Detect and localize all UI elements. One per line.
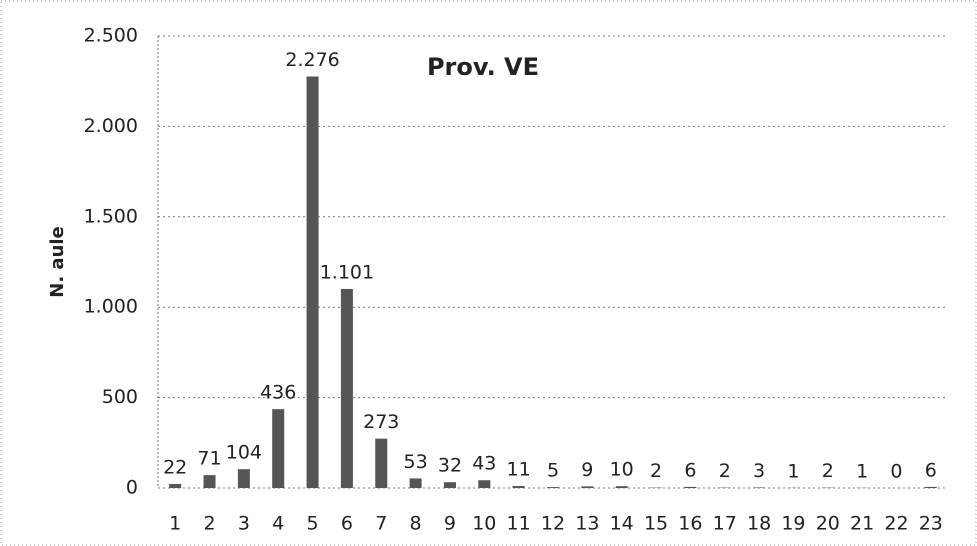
- bar: [753, 487, 766, 488]
- y-tick-label: 2.000: [84, 115, 138, 137]
- bar: [272, 409, 285, 488]
- value-label: 5: [547, 460, 559, 482]
- x-tick-label: 5: [307, 513, 319, 535]
- value-label: 22: [163, 457, 187, 479]
- x-tick-label: 3: [238, 513, 250, 535]
- x-tick-label: 7: [375, 513, 387, 535]
- bar: [443, 482, 456, 488]
- value-label: 1.101: [320, 261, 374, 283]
- value-label: 11: [507, 459, 531, 481]
- x-tick-label: 2: [203, 513, 215, 535]
- y-tick-label: 2.500: [84, 25, 138, 47]
- bar: [409, 478, 422, 488]
- x-tick-label: 11: [507, 513, 531, 535]
- value-label: 273: [363, 411, 399, 433]
- y-tick-label: 0: [126, 477, 138, 499]
- x-tick-label: 19: [781, 513, 805, 535]
- x-tick-label: 9: [444, 513, 456, 535]
- x-tick-label: 13: [575, 513, 599, 535]
- value-label: 2: [719, 460, 731, 482]
- value-label: 2: [822, 460, 834, 482]
- value-label: 6: [925, 459, 937, 481]
- bar: [169, 484, 182, 488]
- bar: [237, 469, 250, 488]
- x-tick-label: 23: [919, 513, 943, 535]
- bar: [478, 480, 491, 488]
- x-tick-label: 1: [169, 513, 181, 535]
- x-tick-label: 10: [472, 513, 496, 535]
- bar: [306, 76, 319, 488]
- value-label: 71: [197, 448, 221, 470]
- bar: [512, 486, 525, 488]
- bar: [203, 475, 216, 488]
- bar: [547, 487, 559, 488]
- y-tick-label: 500: [102, 386, 138, 408]
- value-label: 6: [684, 459, 696, 481]
- x-tick-label: 6: [341, 513, 353, 535]
- value-label: 1: [856, 460, 868, 482]
- x-tick-label: 18: [747, 513, 771, 535]
- y-tick-label: 1.500: [84, 205, 138, 227]
- x-tick-label: 16: [678, 513, 702, 535]
- x-tick-label: 4: [272, 513, 284, 535]
- y-tick-label: 1.000: [84, 296, 138, 318]
- value-label: 2.276: [285, 49, 339, 71]
- value-label: 0: [890, 461, 902, 483]
- x-tick-label: 8: [410, 513, 422, 535]
- bar: [684, 486, 697, 488]
- value-label: 104: [226, 442, 262, 464]
- value-label: 2: [650, 460, 662, 482]
- x-tick-label: 21: [850, 513, 874, 535]
- x-tick-label: 17: [713, 513, 737, 535]
- x-tick-label: 12: [541, 513, 565, 535]
- value-label: 3: [753, 460, 765, 482]
- bar: [924, 486, 937, 488]
- bar: [615, 486, 628, 488]
- x-tick-label: 20: [816, 513, 840, 535]
- x-tick-label: 14: [610, 513, 634, 535]
- bar: [581, 486, 594, 488]
- chart-title: Prov. VE: [427, 53, 539, 81]
- value-label: 1: [787, 460, 799, 482]
- x-tick-label: 22: [884, 513, 908, 535]
- value-label: 53: [404, 451, 428, 473]
- bar: [375, 438, 388, 488]
- x-tick-label: 15: [644, 513, 668, 535]
- value-label: 9: [581, 459, 593, 481]
- y-axis-label: N. aule: [47, 226, 68, 298]
- value-label: 43: [472, 453, 496, 475]
- value-label: 436: [260, 382, 296, 404]
- bar: [340, 288, 353, 488]
- value-label: 32: [438, 455, 462, 477]
- value-label: 10: [610, 459, 634, 481]
